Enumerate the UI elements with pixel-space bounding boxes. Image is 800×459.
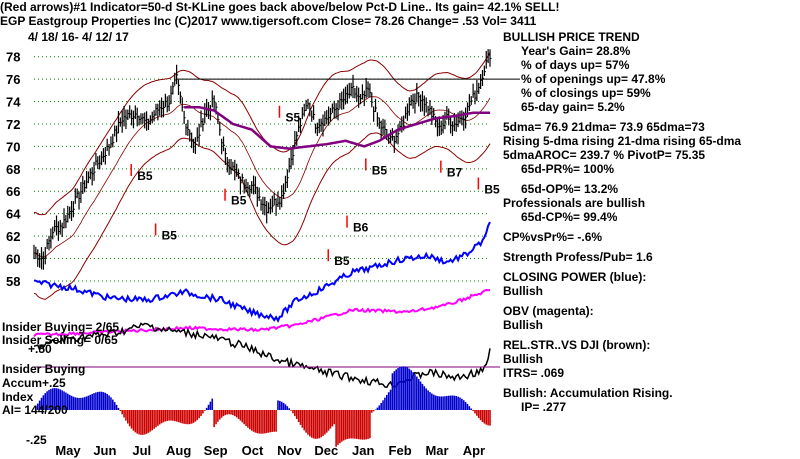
dma-values: 5dma= 76.9 21dma= 73.9 65dma=73	[503, 120, 705, 134]
trading-bands	[33, 51, 491, 300]
accumulation-status: Bullish: Accumulation Rising.	[503, 386, 673, 400]
ai-value: AI= 144/200	[2, 403, 68, 417]
professionals-status: Professionals are bullish	[503, 196, 646, 210]
pr-value: 65d-PR%= 100%	[521, 162, 615, 176]
closing-power-value: Bullish	[503, 284, 544, 298]
month-label: May	[55, 443, 81, 458]
month-label: Nov	[277, 443, 302, 458]
signal-label: B5	[137, 169, 153, 183]
insider-selling-count: Insider Selling= 0/65	[2, 333, 118, 347]
month-label: Apr	[463, 443, 485, 458]
month-axis: May Jun Jul Aug Sep Oct Nov Dec Jan Feb Mar Apr	[55, 443, 485, 458]
pct-openings-up: % of openings up= 47.8%	[521, 72, 666, 86]
y-tick-label: 72	[6, 117, 20, 132]
y-tick-label: 70	[6, 139, 20, 154]
gain-65day: 65-day gain= 5.2%	[521, 100, 625, 114]
y-tick-label: 76	[6, 72, 20, 87]
y-tick-label: 64	[6, 207, 21, 222]
month-label: Dec	[314, 443, 338, 458]
insider-buying-label: Insider Buying	[2, 362, 86, 376]
signal-label: B5	[484, 182, 500, 196]
signal-label: S5	[285, 111, 300, 125]
status-panel: BULLISH PRICE TREND Year's Gain= 28.8% %…	[503, 30, 798, 414]
y-tick-label: 68	[6, 162, 20, 177]
obv-label: OBV (magenta):	[503, 304, 594, 318]
month-label: Mar	[425, 443, 448, 458]
signal-label: B5	[231, 194, 247, 208]
month-label: Feb	[389, 443, 412, 458]
dma65-line	[184, 105, 490, 150]
insider-buying-count: Insider Buying= 2/65	[2, 320, 120, 334]
signal-label: B5	[162, 228, 178, 242]
signal-label: B7	[447, 166, 463, 180]
trend-title: BULLISH PRICE TREND	[503, 30, 640, 44]
y-tick-label: 74	[6, 95, 21, 110]
plus-25-label: +.25	[42, 376, 66, 390]
index-label: Index	[2, 390, 34, 404]
pct-days-up: % of days up= 57%	[521, 58, 630, 72]
signal-label: B6	[353, 221, 369, 235]
ip-value: IP= .277	[521, 400, 567, 414]
month-label: Jul	[132, 443, 151, 458]
signal-markers: B5 B5 S5 B5 B7 B5 B5 B5 B6	[130, 105, 500, 268]
years-gain: Year's Gain= 28.8%	[521, 44, 631, 58]
price-bars	[33, 49, 492, 270]
signal-label: B5	[334, 254, 350, 268]
y-tick-label: 62	[6, 229, 20, 244]
minus-25-label: -.25	[26, 433, 47, 447]
moving-averages	[176, 78, 520, 150]
plus-50-label: +.50	[28, 342, 52, 356]
relative-strength-line	[33, 322, 491, 389]
header-indicator-line: (Red arrows)#1 Indicator=50-d St-KLine g…	[0, 0, 560, 14]
cp-value: 65d-CP%= 99.4%	[521, 210, 618, 224]
y-tick-label: 58	[6, 274, 20, 289]
itrs-value: ITRS= .069	[503, 366, 565, 380]
y-tick-label: 66	[6, 184, 20, 199]
month-label: Aug	[166, 443, 191, 458]
accum-label: Accum	[2, 376, 43, 390]
accumulation-index-bars	[35, 366, 491, 447]
relstr-label: REL.STR..VS DJI (brown):	[503, 338, 651, 352]
upper-band	[33, 51, 491, 216]
price-gridlines	[34, 56, 490, 282]
y-tick-label: 78	[6, 50, 20, 65]
month-label: Sep	[204, 443, 228, 458]
y-tick-label: 60	[6, 252, 20, 267]
indicator-lines	[33, 221, 500, 389]
pct-closings-up: % of closings up= 59%	[521, 86, 651, 100]
obv-line	[33, 288, 491, 338]
cp-vs-pr: CP%vsPr%= -.6%	[503, 230, 603, 244]
rising-dma: Rising 5-dma rising 21-dma rising 65-dma	[503, 134, 742, 148]
y-axis-ticks: 78 76 74 72 70 68 66 64 62 60 58	[6, 50, 21, 289]
closing-power-label: CLOSING POWER (blue):	[503, 270, 647, 284]
month-label: Jun	[93, 443, 116, 458]
header-symbol-line: EGP Eastgroup Properties Inc (C)2017 www…	[0, 14, 537, 28]
obv-value: Bullish	[503, 318, 544, 332]
signal-label: B5	[372, 163, 388, 177]
closing-power-line	[33, 221, 491, 323]
op-value: 65d-OP%= 13.2%	[521, 182, 619, 196]
month-label: Oct	[242, 443, 264, 458]
relstr-value: Bullish	[503, 352, 544, 366]
lower-band	[33, 132, 491, 300]
aroc-pivot: 5dmaAROC= 239.7 % PivotP= 75.35	[503, 148, 706, 162]
header-date-range: 4/ 18/ 16- 4/ 12/ 17	[28, 30, 129, 44]
month-label: Jan	[352, 443, 374, 458]
strength-ratio: Strength Profess/Pub= 1.6	[503, 250, 653, 264]
